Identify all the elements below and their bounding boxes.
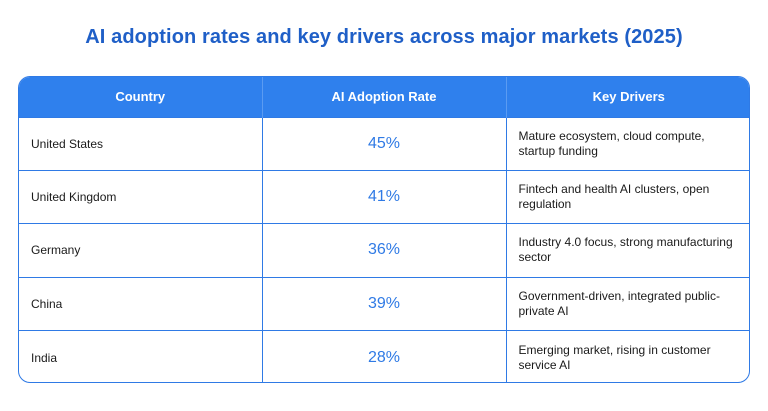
drivers-cell: Industry 4.0 focus, strong manufacturing… [506,223,749,278]
country-cell: United States [19,116,263,171]
drivers-cell: Fintech and health AI clusters, open reg… [506,169,749,224]
drivers-cell: Emerging market, rising in customer serv… [506,330,749,382]
country-cell: United Kingdom [19,169,263,224]
rate-cell: 28% [262,330,507,382]
country-cell: India [19,330,263,382]
header-key-drivers: Key Drivers [592,89,665,105]
rate-cell: 45% [262,116,507,171]
table-row: United States 45% Mature ecosystem, clou… [19,116,749,171]
country-cell: China [19,276,263,331]
rate-cell: 39% [262,276,507,331]
adoption-table: Country AI Adoption Rate Key Drivers Uni… [18,76,750,383]
table-header-row: Country AI Adoption Rate Key Drivers [19,77,749,117]
table-row: China 39% Government-driven, integrated … [19,276,749,331]
rate-cell: 36% [262,223,507,278]
table-row: Germany 36% Industry 4.0 focus, strong m… [19,223,749,278]
drivers-cell: Government-driven, integrated public-pri… [506,276,749,331]
page-title: AI adoption rates and key drivers across… [85,26,683,48]
drivers-cell: Mature ecosystem, cloud compute, startup… [506,116,749,171]
country-cell: Germany [19,223,263,278]
rate-cell: 41% [262,169,507,224]
table-row: United Kingdom 41% Fintech and health AI… [19,169,749,224]
table-row: India 28% Emerging market, rising in cus… [19,330,749,382]
header-adoption-rate: AI Adoption Rate [262,77,507,117]
header-country: Country [19,77,263,117]
